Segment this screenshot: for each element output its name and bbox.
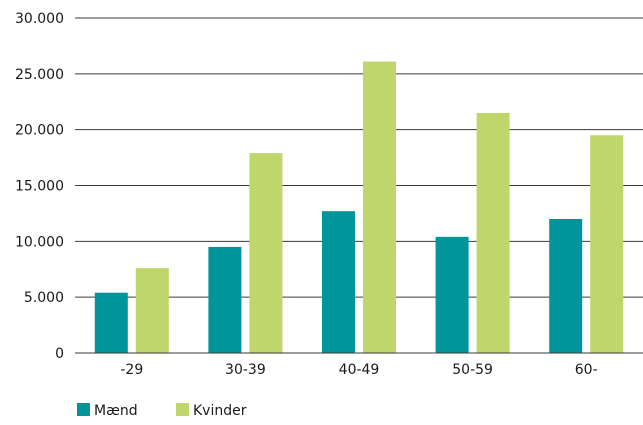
x-tick-label: 60- — [575, 362, 598, 378]
legend-label-maend: Mænd — [94, 403, 138, 419]
y-tick-label: 30.000 — [15, 11, 64, 27]
bar-kvinder-0 — [135, 268, 169, 353]
bar-kvinder-2 — [363, 61, 396, 354]
x-tick-label: 50-59 — [452, 362, 493, 378]
bar-maend-0 — [94, 292, 128, 353]
x-axis-ticks: -29 30-39 40-49 50-59 60- — [120, 362, 597, 378]
bar-kvinder-4 — [590, 135, 624, 353]
bar-maend-2 — [322, 211, 355, 353]
y-tick-label: 15.000 — [15, 179, 64, 195]
legend-swatch-kvinder — [176, 403, 189, 416]
y-tick-label: 5.000 — [24, 290, 64, 306]
gridlines — [75, 17, 643, 298]
bar-maend-4 — [549, 219, 583, 353]
legend-label-kvinder: Kvinder — [193, 403, 247, 419]
bar-maend-1 — [208, 246, 242, 353]
y-tick-label: 25.000 — [15, 67, 64, 83]
bar-kvinder-1 — [249, 153, 283, 353]
x-tick-label: 40-49 — [339, 362, 380, 378]
bar-maend-3 — [435, 236, 469, 353]
bars — [94, 61, 624, 354]
x-tick-label: -29 — [120, 362, 143, 378]
legend: Mænd Kvinder — [77, 403, 247, 419]
y-tick-label: 0 — [55, 346, 64, 362]
x-tick-label: 30-39 — [225, 362, 266, 378]
legend-swatch-maend — [77, 403, 90, 416]
y-tick-label: 20.000 — [15, 123, 64, 139]
y-axis-ticks: 0 5.000 10.000 15.000 20.000 25.000 30.000 — [15, 11, 64, 362]
y-tick-label: 10.000 — [15, 234, 64, 250]
bar-kvinder-3 — [476, 112, 510, 354]
